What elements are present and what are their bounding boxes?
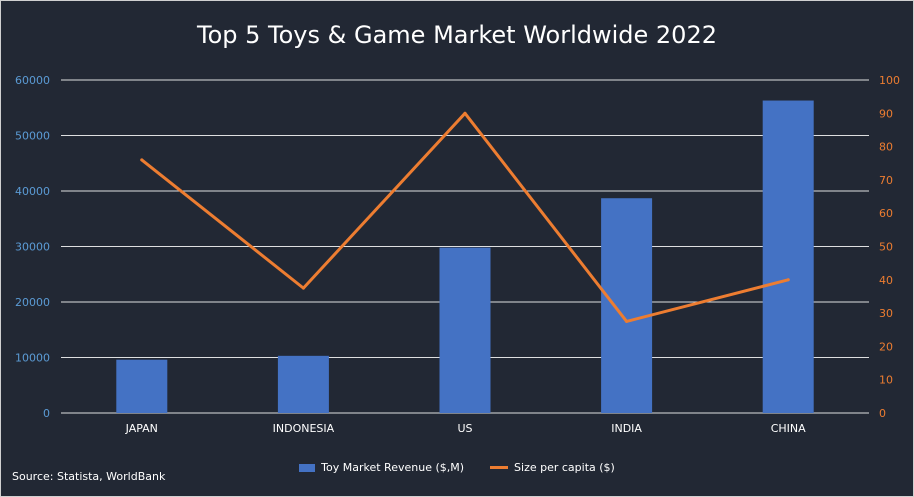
y-right-tick-label: 90 <box>879 107 893 120</box>
y-right-tick-label: 10 <box>879 374 893 387</box>
y-left-tick-label: 30000 <box>15 241 50 254</box>
source-note: Source: Statista, WorldBank <box>12 470 166 483</box>
y-left-tick-label: 0 <box>43 407 50 420</box>
x-tick-label: CHINA <box>771 422 806 435</box>
bar-indonesia <box>277 355 329 413</box>
y-right-tick-label: 40 <box>879 274 893 287</box>
y-left-tick-label: 20000 <box>15 296 50 309</box>
bar-us <box>439 247 491 413</box>
y-right-tick-label: 0 <box>879 407 886 420</box>
y-left-tick-label: 40000 <box>15 185 50 198</box>
legend-item-revenue: Toy Market Revenue ($,M) <box>299 461 464 474</box>
line-point-japan <box>140 158 144 162</box>
y-right-tick-label: 100 <box>879 74 900 87</box>
y-right-tick-label: 20 <box>879 340 893 353</box>
y-right-tick-label: 70 <box>879 174 893 187</box>
x-tick-label: INDONESIA <box>273 422 335 435</box>
chart-legend: Toy Market Revenue ($,M) Size per capita… <box>1 461 913 474</box>
legend-swatch-bar <box>299 463 316 472</box>
y-left-tick-label: 10000 <box>15 352 50 365</box>
x-tick-label: US <box>457 422 472 435</box>
y-left-tick-label: 50000 <box>15 130 50 143</box>
x-tick-label: INDIA <box>611 422 642 435</box>
legend-label-revenue: Toy Market Revenue ($,M) <box>321 461 465 474</box>
legend-swatch-line <box>490 466 509 469</box>
y-right-tick-label: 80 <box>879 141 893 154</box>
bar-china <box>762 100 814 413</box>
y-right-tick-label: 30 <box>879 307 893 320</box>
bar-japan <box>116 359 168 413</box>
line-point-indonesia <box>301 286 305 290</box>
legend-label-per-capita: Size per capita ($) <box>514 461 615 474</box>
y-right-tick-label: 60 <box>879 207 893 220</box>
line-point-india <box>625 319 629 323</box>
line-point-us <box>463 111 467 115</box>
line-point-china <box>786 278 790 282</box>
bar-india <box>601 198 653 413</box>
chart-title: Top 5 Toys & Game Market Worldwide 2022 <box>197 21 717 49</box>
y-left-tick-label: 60000 <box>15 74 50 87</box>
y-right-tick-label: 50 <box>879 241 893 254</box>
x-tick-label: JAPAN <box>125 422 158 435</box>
legend-item-per-capita: Size per capita ($) <box>490 461 615 474</box>
